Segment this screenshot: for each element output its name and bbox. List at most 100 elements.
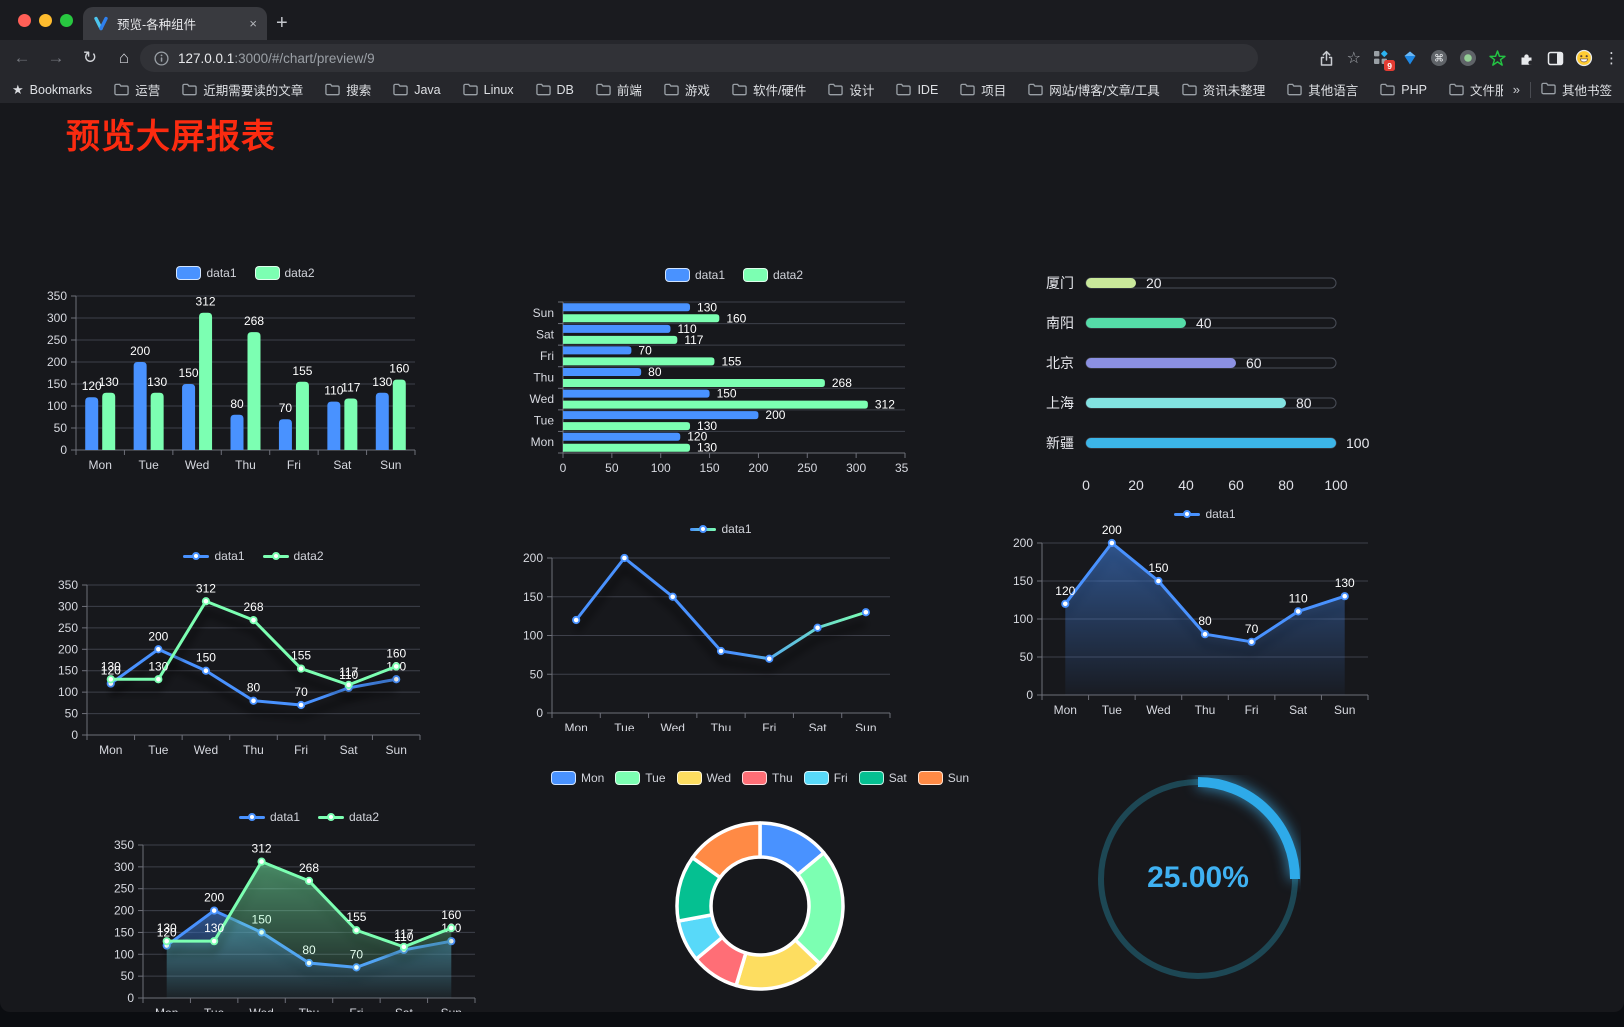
chart-gradient-line: 0 50 100 150 200 Mon Tue Wed Thu Fri Sat Sun data1	[500, 503, 900, 731]
bookmarks-overflow-button[interactable]: »	[1512, 82, 1520, 97]
bookmark-folder-label: 设计	[849, 84, 875, 98]
other-bookmarks-button[interactable]: 其他书签	[1541, 80, 1612, 99]
svg-text:0: 0	[71, 728, 78, 742]
bookmark-folder[interactable]: 设计	[828, 80, 874, 99]
legend-item-Fri[interactable]: Fri	[803, 771, 848, 785]
folder-icon	[664, 83, 679, 96]
svg-text:50: 50	[54, 421, 68, 435]
bookmark-folder[interactable]: 资讯未整理	[1182, 80, 1265, 99]
svg-text:新疆: 新疆	[1046, 435, 1074, 451]
bookmark-page-star-icon[interactable]: ☆	[1346, 50, 1361, 67]
browser-menu-icon[interactable]: ⋮	[1604, 50, 1619, 67]
bookmark-folder[interactable]: DB	[535, 83, 574, 97]
legend-item-data2[interactable]: data2	[743, 268, 803, 282]
svg-text:200: 200	[1102, 523, 1122, 537]
legend-item-data2[interactable]: data2	[318, 810, 379, 824]
chart-gauge-progress: 25.00%	[1095, 775, 1301, 981]
bookmark-folder[interactable]: IDE	[896, 83, 938, 97]
share-icon[interactable]	[1318, 49, 1336, 67]
record-extension-icon[interactable]	[1459, 49, 1477, 67]
legend-item-data1[interactable]: data1	[690, 522, 752, 536]
bookmarks-root-button[interactable]: ★ Bookmarks	[12, 82, 92, 98]
legend-label: data1	[1205, 507, 1236, 521]
green-star-extension-icon[interactable]	[1488, 49, 1506, 67]
svg-text:200: 200	[1013, 536, 1033, 550]
bookmark-folder[interactable]: 前端	[596, 80, 642, 99]
window-minimize-button[interactable]	[39, 14, 52, 27]
svg-text:110: 110	[339, 668, 358, 682]
svg-text:Wed: Wed	[185, 458, 209, 472]
site-info-icon[interactable]	[154, 50, 169, 66]
svg-text:Tue: Tue	[148, 743, 169, 756]
legend-item-data1[interactable]: data1	[176, 266, 237, 280]
bookmark-folder[interactable]: 游戏	[664, 80, 710, 99]
svg-text:160: 160	[441, 908, 461, 922]
legend-item-data1[interactable]: data1	[664, 268, 725, 282]
svg-text:250: 250	[797, 461, 817, 475]
chart-grouped-bar-horizontal: 0 50 100 150 200 250 300 350 Sun Sat Fri Thu Wed Tue M…	[502, 258, 908, 476]
bookmark-folder[interactable]: 文件服务器	[1449, 80, 1503, 99]
side-panel-icon[interactable]	[1546, 49, 1564, 67]
legend-item-Wed[interactable]: Wed	[676, 771, 731, 785]
bookmark-folder-list: 运营 近期需要读的文章 搜索 Java Linux DB 前端 游戏 软件/硬件 设计 IDE 项目 网…	[114, 80, 1503, 99]
bookmarks-root-label: Bookmarks	[29, 82, 93, 97]
svg-text:50: 50	[1020, 650, 1034, 664]
chart-canvas: 0 50 100 150 200 Mon Tue Wed Thu Fri Sat Sun 120 200 1…	[1013, 523, 1369, 717]
svg-text:350: 350	[895, 461, 908, 475]
legend-line-marker	[238, 810, 265, 824]
legend-item-Sat[interactable]: Sat	[858, 771, 907, 785]
svg-text:70: 70	[638, 343, 652, 357]
svg-text:150: 150	[523, 590, 543, 604]
forward-button[interactable]: →	[47, 48, 65, 67]
legend-item-data2[interactable]: data2	[262, 549, 324, 563]
bookmarks-divider	[1529, 81, 1531, 98]
legend-item-Mon[interactable]: Mon	[550, 771, 604, 785]
tab-close-button[interactable]: ×	[249, 16, 257, 31]
back-button[interactable]: ←	[13, 48, 31, 67]
bookmark-folder[interactable]: Java	[393, 82, 441, 97]
legend-item-data2[interactable]: data2	[254, 266, 315, 280]
emoji-extension-icon[interactable]	[1575, 49, 1593, 67]
home-button[interactable]: ⌂	[118, 48, 130, 67]
bookmark-folder-label: Linux	[483, 82, 514, 97]
toolbar-actions: ☆ 9 ⌘	[1318, 40, 1619, 76]
svg-text:0: 0	[60, 443, 67, 457]
bookmark-folder[interactable]: Linux	[462, 82, 514, 97]
address-bar[interactable]: 127.0.0.1:3000/#/chart/preview/9	[140, 44, 1258, 72]
legend-item-data1[interactable]: data1	[238, 810, 300, 824]
svg-text:130: 130	[204, 921, 224, 935]
bookmark-folder[interactable]: 其他语言	[1287, 80, 1358, 99]
bookmark-folder[interactable]: 项目	[960, 80, 1006, 99]
legend-item-data1[interactable]: data1	[1174, 507, 1236, 521]
bookmark-folder[interactable]: 近期需要读的文章	[182, 80, 303, 99]
bookmark-folder[interactable]: 运营	[114, 80, 160, 99]
svg-text:150: 150	[114, 925, 134, 939]
legend-item-Thu[interactable]: Thu	[742, 771, 793, 785]
bookmark-folder[interactable]: 软件/硬件	[732, 80, 806, 99]
svg-text:Mon: Mon	[89, 458, 112, 472]
command-extension-icon[interactable]: ⌘	[1430, 49, 1448, 67]
folder-icon	[1287, 83, 1302, 96]
browser-tab[interactable]: 预览-各种组件 ×	[83, 7, 267, 40]
bookmark-folder[interactable]: PHP	[1380, 83, 1427, 97]
legend-label: data1	[721, 522, 752, 536]
bookmark-folder-label: Java	[414, 82, 441, 97]
window-zoom-button[interactable]	[60, 14, 73, 27]
legend-line-marker	[183, 549, 210, 563]
extension-grid-diamond-icon[interactable]: 9	[1372, 49, 1395, 71]
gauge-value-label: 25.00%	[1147, 861, 1249, 894]
bookmark-folder[interactable]: 搜索	[325, 80, 371, 99]
svg-text:117: 117	[341, 381, 360, 395]
legend-item-data1[interactable]: data1	[183, 549, 245, 563]
puzzle-extensions-icon[interactable]	[1517, 49, 1535, 67]
svg-text:40: 40	[1178, 477, 1194, 493]
gem-extension-icon[interactable]	[1401, 49, 1419, 67]
window-close-button[interactable]	[18, 14, 31, 27]
bookmark-folder[interactable]: 网站/博客/文章/工具	[1028, 80, 1160, 99]
svg-text:20: 20	[1128, 477, 1144, 493]
legend-item-Tue[interactable]: Tue	[615, 771, 666, 785]
reload-button[interactable]: ↻	[82, 48, 98, 67]
legend-item-Sun[interactable]: Sun	[917, 771, 969, 785]
new-tab-button[interactable]: +	[276, 12, 288, 34]
legend-swatch	[742, 771, 767, 785]
